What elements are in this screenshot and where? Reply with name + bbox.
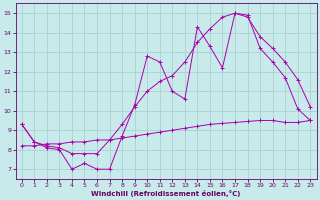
X-axis label: Windchill (Refroidissement éolien,°C): Windchill (Refroidissement éolien,°C) [91, 190, 241, 197]
